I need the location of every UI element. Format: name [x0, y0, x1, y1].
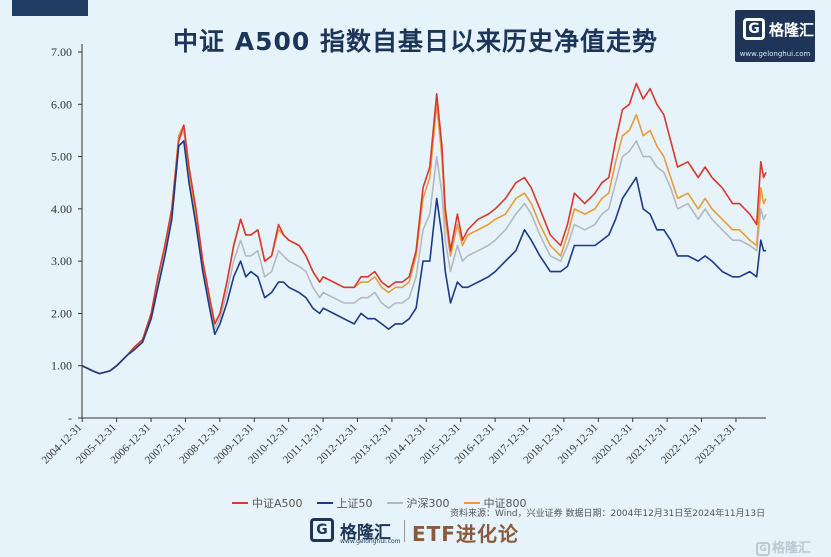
series-line-1: [81, 140, 766, 375]
footer-brand: 格隆汇: [340, 523, 391, 543]
legend-swatch-hs300: [386, 502, 403, 504]
series-line-2: [81, 129, 767, 375]
watermark-text: 格隆汇: [772, 541, 812, 556]
watermark-g-icon: G: [756, 541, 770, 556]
chart-legend: 中证A500 上证50 沪深300 中证800: [232, 495, 527, 511]
watermark: G 格隆汇: [756, 537, 811, 556]
footer-url: www.gelonghui.com: [340, 538, 401, 545]
y-tick-label: 1.00: [51, 359, 72, 373]
legend-item: 中证800: [463, 495, 527, 511]
y-tick-label: -: [68, 411, 72, 425]
footer-logo: G 格隆汇 www.gelonghui.com: [310, 516, 401, 546]
legend-swatch-zz800: [463, 502, 480, 504]
legend-item: 中证A500: [232, 495, 303, 511]
y-tick-label: 3.00: [51, 254, 72, 268]
legend-label: 中证A500: [252, 497, 303, 510]
logo-g-icon: G: [743, 18, 765, 40]
footer-divider: [404, 520, 405, 542]
series-line-0: [81, 82, 767, 375]
legend-item: 上证50: [316, 495, 373, 511]
y-tick-label: 4.00: [51, 202, 72, 216]
legend-label: 沪深300: [406, 497, 450, 510]
logo-url: www.gelonghui.com: [739, 50, 811, 58]
footer-column-name: ETF进化论: [412, 522, 519, 546]
y-tick-label: 2.00: [51, 306, 72, 320]
y-tick-label: 5.00: [51, 150, 72, 164]
brand-logo: G 格隆汇 www.gelonghui.com: [735, 10, 815, 62]
legend-item: 沪深300: [386, 495, 450, 511]
legend-swatch-sz50: [316, 502, 333, 504]
footer-g-icon: G: [310, 518, 334, 542]
legend-swatch-a500: [232, 502, 248, 504]
top-banner-block: [12, 0, 88, 16]
chart-axes: -1.002.003.004.005.006.007.002004-12-312…: [40, 44, 766, 466]
top-banner: [0, 0, 831, 20]
logo-name: 格隆汇: [769, 21, 815, 39]
legend-label: 中证800: [483, 497, 527, 510]
chart-title: 中证 A500 指数自基日以来历史净值走势: [173, 27, 658, 56]
data-source-note: 资料来源：Wind，兴业证券 数据日期：2004年12月31日至2024年11月…: [450, 509, 766, 519]
y-tick-label: 7.00: [51, 45, 72, 59]
chart-series: [81, 82, 767, 375]
legend-label: 上证50: [336, 497, 373, 510]
y-tick-label: 6.00: [51, 97, 72, 111]
